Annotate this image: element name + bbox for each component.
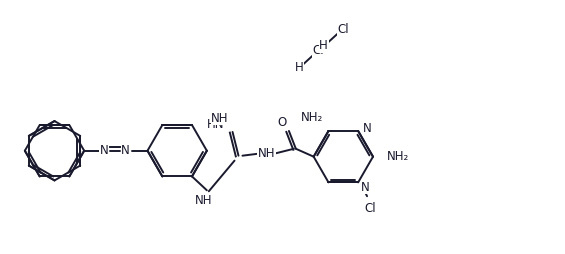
Text: H: H	[294, 61, 303, 74]
Text: N: N	[99, 144, 108, 157]
Text: Cl: Cl	[364, 202, 376, 215]
Text: NH: NH	[211, 112, 229, 125]
Text: NH₂: NH₂	[387, 150, 409, 163]
Text: O: O	[277, 116, 286, 129]
Text: Cl: Cl	[337, 23, 349, 36]
Text: NH: NH	[258, 147, 275, 160]
Text: NH: NH	[195, 194, 212, 207]
Text: N: N	[121, 144, 130, 157]
Text: H: H	[319, 39, 328, 52]
Text: HN: HN	[207, 118, 225, 131]
Text: N: N	[361, 181, 370, 194]
Text: NH₂: NH₂	[301, 111, 324, 124]
Text: Cl: Cl	[313, 44, 324, 57]
Text: N: N	[363, 121, 372, 135]
